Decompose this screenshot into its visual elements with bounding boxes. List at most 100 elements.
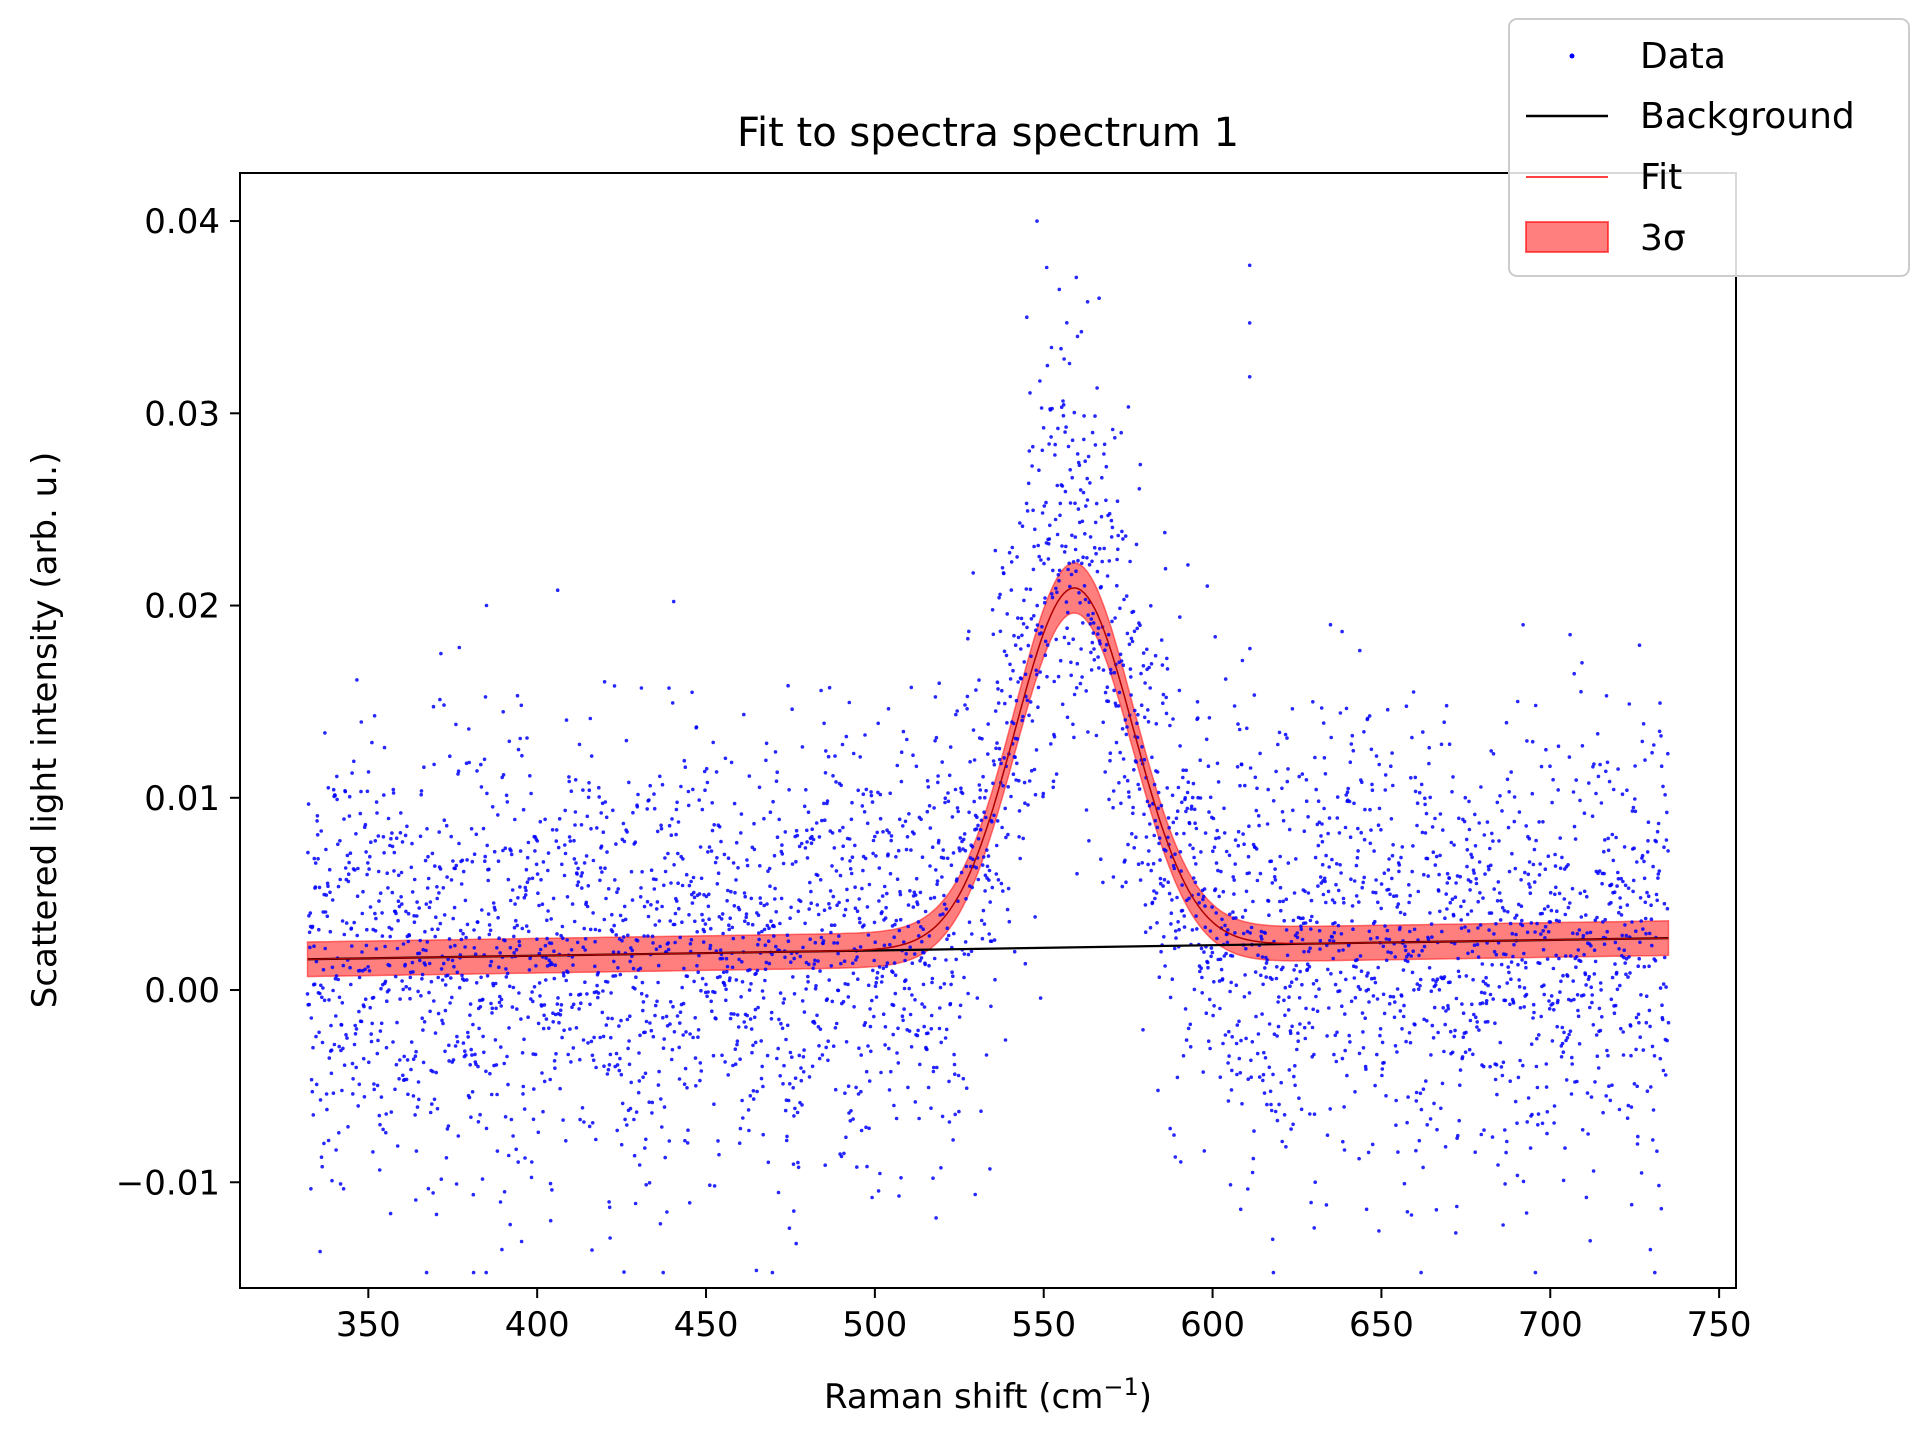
data-point [425, 886, 430, 890]
data-point [375, 1083, 380, 1088]
data-point [1622, 845, 1627, 849]
data-point [1492, 932, 1496, 936]
data-point [551, 1011, 555, 1015]
data-point [622, 1270, 626, 1274]
data-point [548, 1077, 552, 1082]
data-point [780, 852, 785, 856]
data-point [1561, 973, 1565, 978]
data-point [1444, 892, 1448, 896]
data-point [1644, 931, 1648, 936]
data-point [1178, 615, 1182, 619]
data-point [1196, 892, 1201, 897]
data-point [1103, 648, 1107, 652]
data-point [1278, 899, 1282, 904]
data-point [1472, 943, 1477, 947]
data-point [1015, 737, 1020, 741]
data-point [421, 947, 426, 952]
data-point [1128, 667, 1133, 671]
data-point [622, 904, 627, 909]
data-point [1388, 892, 1392, 897]
data-point [1503, 1128, 1507, 1132]
data-point [726, 1073, 730, 1077]
data-point [1293, 1083, 1297, 1088]
data-point [1086, 730, 1090, 734]
data-point [838, 828, 842, 833]
data-point [656, 1083, 661, 1087]
data-point [1241, 832, 1245, 836]
data-point [482, 1050, 486, 1055]
data-point [1170, 977, 1175, 981]
data-point [728, 916, 732, 920]
data-point [597, 795, 601, 799]
data-point [914, 876, 919, 881]
data-point [815, 903, 820, 907]
data-point [1501, 1060, 1506, 1065]
data-point [804, 987, 808, 991]
data-point [741, 1116, 745, 1120]
data-point [1610, 1083, 1614, 1087]
data-point [544, 1017, 549, 1021]
data-point [943, 796, 948, 800]
data-point [511, 1134, 515, 1138]
data-point [411, 1057, 416, 1061]
data-point [1344, 977, 1348, 982]
data-point [875, 976, 879, 980]
data-point [1435, 1127, 1439, 1132]
data-point [621, 935, 626, 939]
data-point [919, 956, 924, 960]
data-point [584, 854, 589, 858]
data-point [1345, 790, 1350, 794]
data-point [739, 995, 743, 999]
data-point [1508, 1002, 1512, 1007]
data-point [372, 1087, 377, 1092]
data-point [951, 1138, 955, 1142]
data-point [921, 982, 926, 987]
data-point [754, 1268, 759, 1273]
data-point [956, 1073, 961, 1078]
data-point [1421, 1087, 1426, 1091]
data-point [801, 945, 805, 950]
data-point [1307, 964, 1312, 969]
data-point [980, 936, 985, 941]
data-point [1140, 745, 1144, 749]
data-point [1359, 969, 1364, 973]
data-point [1011, 721, 1016, 726]
data-point [574, 861, 578, 865]
data-point [998, 592, 1002, 597]
data-point [530, 990, 534, 994]
data-point [535, 872, 540, 876]
data-point [1440, 1081, 1445, 1086]
data-point [864, 787, 869, 792]
data-point [475, 920, 480, 924]
data-point [1020, 633, 1024, 638]
data-point [927, 934, 932, 938]
data-point [1559, 979, 1563, 984]
data-point [1448, 1029, 1453, 1034]
data-point [1223, 677, 1228, 681]
data-point [906, 1085, 910, 1090]
data-point [837, 934, 841, 938]
data-point [520, 753, 524, 758]
data-point [573, 823, 577, 827]
data-point [891, 1003, 896, 1008]
data-point [1442, 975, 1447, 979]
data-point [331, 787, 336, 792]
data-point [1546, 854, 1551, 858]
data-point [564, 718, 569, 722]
data-point [1578, 959, 1583, 963]
data-point [455, 970, 460, 975]
data-point [1277, 1102, 1281, 1107]
data-point [999, 881, 1004, 886]
data-point [346, 1125, 350, 1129]
data-point [1429, 989, 1434, 993]
data-point [830, 999, 835, 1004]
data-point [1330, 898, 1335, 902]
data-point [1389, 950, 1393, 955]
data-point [1551, 1001, 1555, 1006]
data-point [1418, 977, 1423, 982]
data-point [1220, 917, 1224, 922]
data-point [319, 983, 323, 988]
data-point [1648, 1024, 1652, 1029]
data-point [812, 962, 817, 966]
data-point [1456, 956, 1460, 961]
